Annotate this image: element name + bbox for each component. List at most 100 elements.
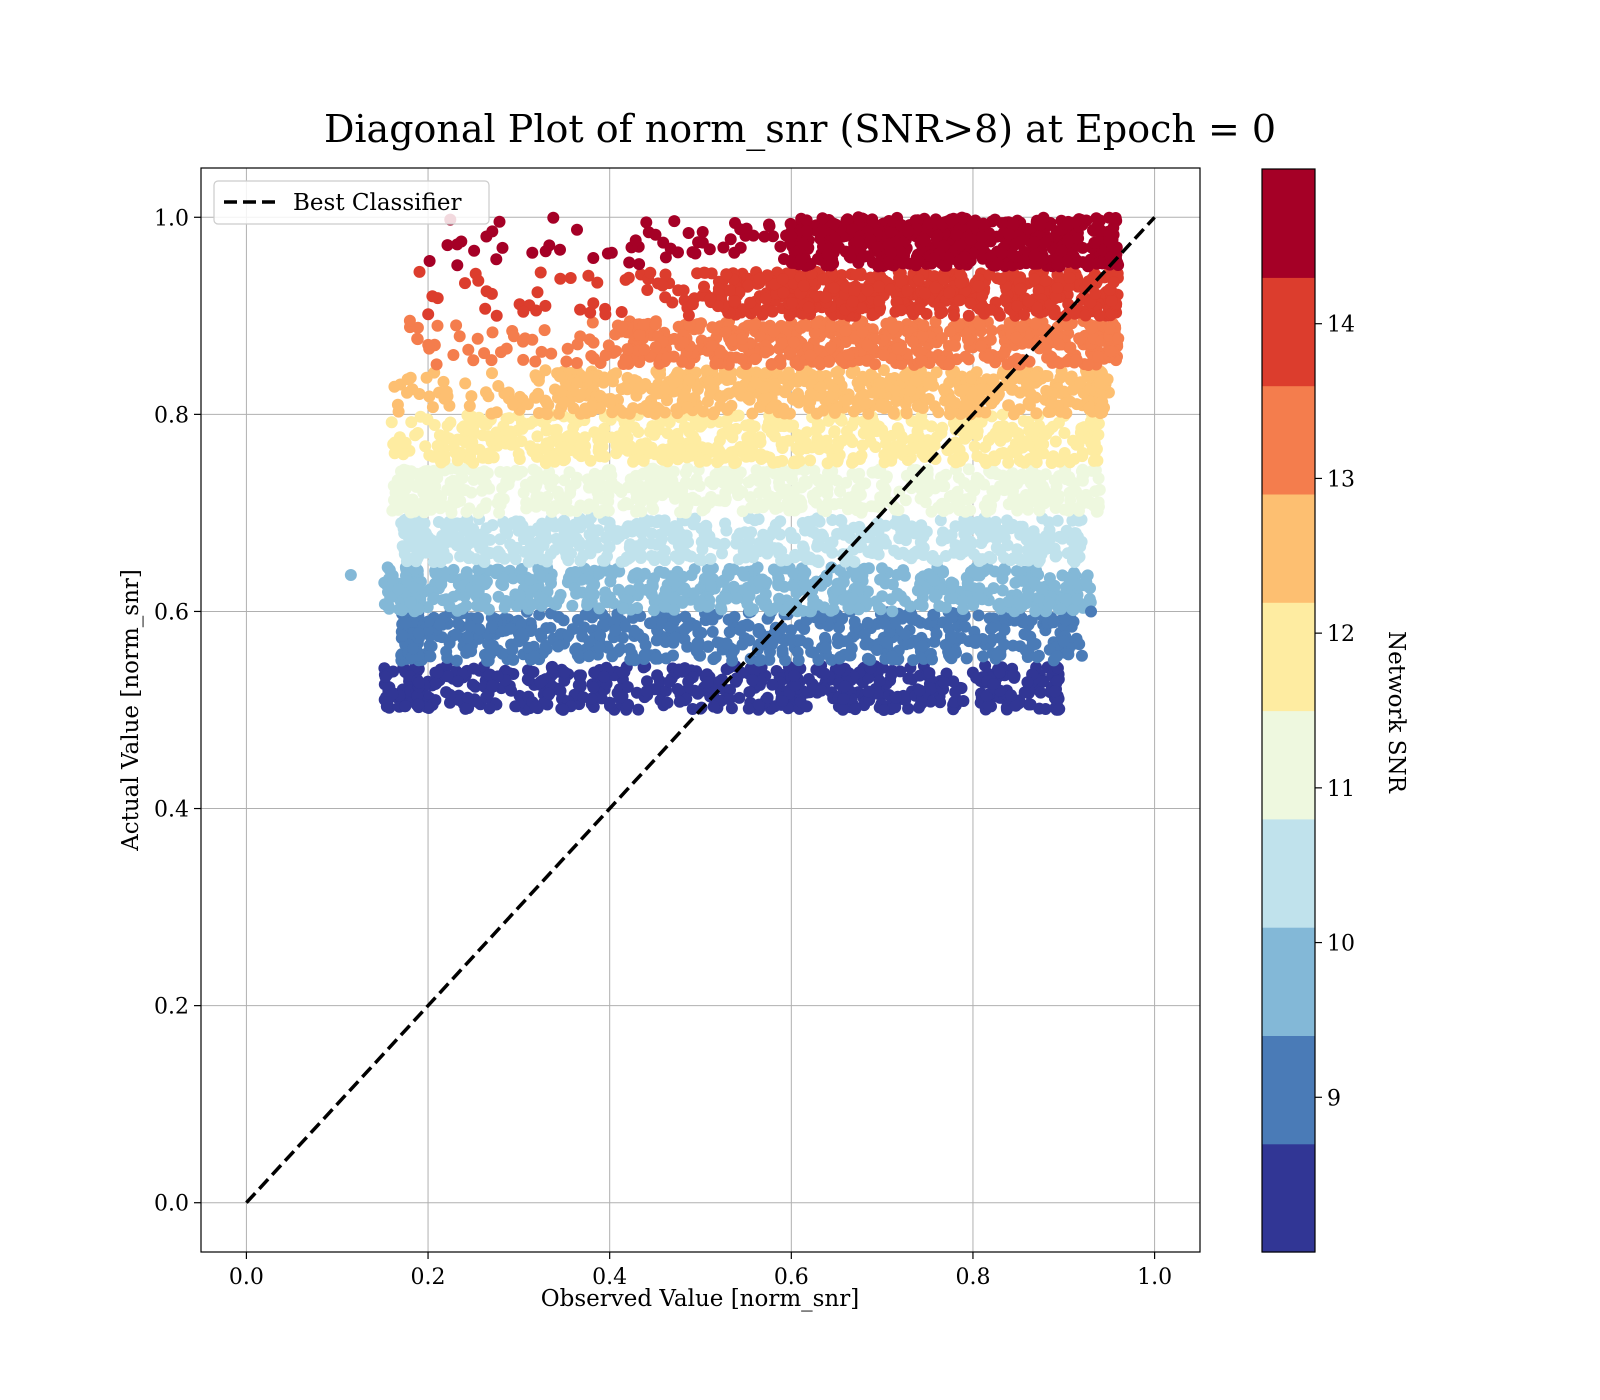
scatter-point (828, 425, 841, 438)
scatter-point (463, 620, 476, 633)
scatter-point (515, 435, 528, 448)
scatter-point (1002, 456, 1015, 469)
scatter-point (1103, 322, 1116, 335)
scatter-point (877, 704, 890, 716)
scatter-point (1021, 676, 1034, 689)
scatter-point (663, 621, 676, 634)
scatter-point (916, 640, 929, 653)
scatter-point (770, 492, 783, 504)
scatter-point (932, 406, 945, 419)
scatter-point (483, 482, 496, 495)
scatter-point (742, 702, 755, 715)
scatter-point (721, 414, 734, 426)
scatter-point (1070, 593, 1083, 606)
scatter-point (1005, 383, 1018, 396)
scatter-point (533, 608, 546, 621)
scatter-point (1030, 407, 1043, 420)
scatter-point (1055, 602, 1068, 615)
scatter-point (621, 681, 634, 693)
scatter-point (798, 566, 811, 579)
scatter-point (678, 388, 691, 401)
scatter-point (588, 352, 600, 365)
scatter-point (679, 497, 692, 509)
scatter-point (554, 443, 567, 456)
scatter-point (996, 408, 1009, 421)
scatter-point (917, 319, 930, 332)
scatter-point (388, 436, 401, 449)
scatter-point (899, 609, 912, 622)
scatter-point (798, 623, 811, 635)
scatter-point (1024, 491, 1037, 504)
scatter-point (462, 343, 475, 356)
scatter-point (1068, 527, 1081, 540)
scatter-point (434, 502, 447, 515)
scatter-point (964, 504, 977, 517)
scatter-point (695, 554, 708, 567)
scatter-point (661, 351, 674, 364)
scatter-point (461, 691, 474, 704)
scatter-point (735, 353, 748, 365)
scatter-point (721, 403, 734, 416)
scatter-point (854, 488, 867, 501)
scatter-point (785, 468, 798, 481)
scatter-band-1 (378, 659, 1065, 716)
scatter-point (937, 676, 950, 689)
scatter-point (673, 553, 685, 565)
scatter-point (1011, 543, 1024, 556)
scatter-point (604, 522, 617, 534)
scatter-point (938, 383, 950, 396)
scatter-point (575, 625, 588, 638)
scatter-point (436, 537, 448, 550)
scatter-point (848, 555, 861, 568)
scatter-point (819, 641, 832, 654)
scatter-point (819, 631, 831, 644)
scatter-point (404, 478, 417, 491)
scatter-band-8 (404, 314, 1124, 371)
scatter-point (800, 475, 813, 488)
scatter-point (465, 486, 478, 499)
scatter-point (876, 562, 888, 575)
scatter-point (426, 401, 439, 414)
scatter-point (1001, 539, 1014, 552)
scatter-point (766, 678, 779, 691)
scatter-point (596, 504, 609, 517)
scatter-point (482, 430, 495, 443)
scatter-point (852, 603, 865, 616)
scatter-point (509, 700, 522, 713)
scatter-point (524, 573, 537, 586)
scatter-point (845, 367, 858, 379)
scatter-point (975, 340, 988, 353)
scatter-point (1032, 591, 1045, 604)
scatter-point (704, 552, 717, 565)
scatter-point (640, 685, 653, 698)
scatter-point (594, 389, 607, 402)
scatter-point (838, 680, 851, 693)
scatter-point (570, 587, 583, 600)
scatter-point (865, 368, 878, 381)
scatter-point (629, 653, 642, 666)
scatter-point (886, 578, 899, 591)
scatter-point (504, 622, 517, 635)
scatter-point (959, 398, 972, 411)
scatter-point (716, 547, 728, 560)
scatter-point (719, 517, 732, 530)
scatter-point (420, 487, 433, 500)
scatter-point (1053, 338, 1066, 351)
scatter-point (1034, 686, 1047, 699)
scatter-point (847, 405, 860, 418)
scatter-point (669, 520, 681, 533)
scatter-point (1010, 446, 1023, 459)
scatter-point (714, 494, 727, 507)
scatter-point (463, 416, 476, 429)
scatter-point (1033, 419, 1045, 432)
scatter-point (533, 590, 546, 603)
scatter-point (521, 398, 534, 411)
scatter-point (723, 563, 736, 575)
scatter-point (1059, 614, 1072, 627)
scatter-point (1104, 345, 1117, 358)
scatter-point (822, 414, 835, 427)
scatter-point (978, 478, 990, 491)
scatter-point (804, 388, 817, 401)
scatter-point (886, 450, 899, 463)
scatter-point (742, 476, 755, 489)
